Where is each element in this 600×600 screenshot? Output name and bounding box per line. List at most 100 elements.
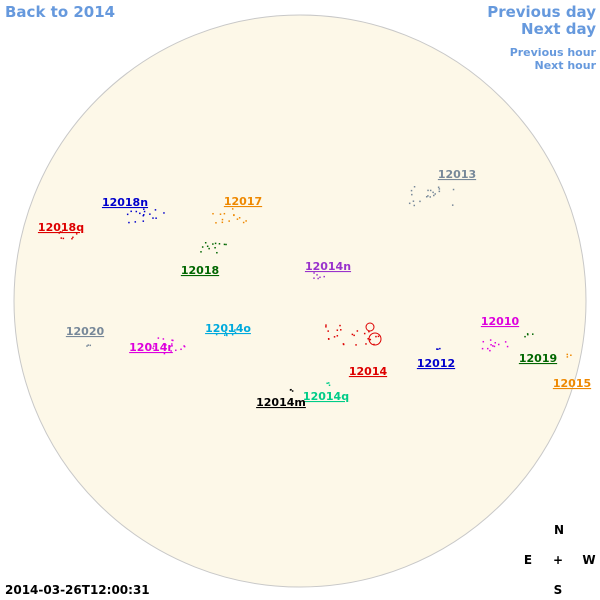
sunspot [339, 324, 341, 327]
region-label: 12019 [519, 352, 557, 365]
sunspot [134, 221, 137, 223]
compass-center: + [553, 553, 563, 567]
sunspot [363, 332, 366, 335]
sunspot [139, 212, 141, 215]
sunspot [369, 338, 372, 341]
sunspot [221, 221, 224, 224]
sunspot [170, 350, 172, 352]
previous-hour-link[interactable]: Previous hour [510, 46, 597, 59]
sunspot [206, 245, 209, 248]
sunspot [319, 276, 321, 279]
sunspot [183, 345, 185, 347]
sunspot [163, 212, 165, 214]
sunspot [490, 344, 492, 346]
sunspot [238, 217, 241, 219]
sunspot [142, 220, 145, 222]
sunspot [154, 209, 157, 211]
sunspot [429, 189, 432, 192]
sunspot [526, 333, 529, 335]
sunspot [367, 337, 369, 340]
sunspot [149, 213, 151, 215]
sunspot [152, 347, 154, 350]
sunspot [317, 277, 319, 280]
sunspot [313, 277, 315, 279]
sunspot [436, 348, 438, 350]
sunspot [451, 204, 454, 206]
sunspot [433, 194, 435, 197]
back-link[interactable]: Back to 2014 [5, 3, 115, 21]
region-label: 12014 [349, 365, 388, 378]
sunspot [214, 246, 216, 249]
sunspot [351, 333, 354, 336]
sunspot [219, 213, 222, 215]
sunspot [225, 243, 227, 246]
sunspot [429, 196, 432, 198]
sunspot [60, 237, 63, 239]
region-label: 12017 [224, 195, 262, 208]
sunspot [434, 193, 436, 195]
sunspot [204, 242, 207, 244]
sunspot [234, 329, 236, 331]
sunspot [228, 220, 230, 222]
sunspot [489, 349, 491, 352]
sunspot [212, 212, 214, 215]
sunspot [87, 344, 89, 346]
previous-day-link[interactable]: Previous day [487, 3, 596, 21]
next-day-link[interactable]: Next day [521, 20, 596, 38]
sunspot [482, 340, 485, 343]
region-label: 12014o [205, 322, 251, 335]
sunspot [336, 335, 339, 337]
region-label: 12010 [481, 315, 520, 328]
sunspot [438, 190, 441, 193]
sunspot [336, 329, 339, 331]
sunspot [504, 341, 507, 343]
sunspot [233, 214, 235, 217]
sunspot [226, 334, 228, 337]
sunspot [438, 188, 441, 190]
region-label: 12018n [102, 196, 148, 209]
sunspot [327, 382, 330, 384]
sunspot [180, 348, 182, 351]
sunspot [492, 345, 494, 347]
region-label: 12018 [181, 264, 219, 277]
compass: N E + W S [524, 523, 596, 597]
sunspot [201, 246, 204, 248]
region-label: 12012 [417, 357, 455, 370]
sunspot [494, 342, 497, 344]
sunspot [493, 345, 496, 348]
sunspot [326, 382, 328, 385]
sunspot [221, 218, 224, 221]
sunspot [327, 330, 329, 332]
sunspot [437, 186, 440, 189]
sunspot [333, 336, 336, 338]
region-label: 12015 [553, 377, 591, 390]
sunspot [412, 200, 415, 202]
sunspot [497, 343, 500, 346]
sunspot [437, 348, 439, 350]
sunspot [427, 195, 429, 197]
sunspot [355, 344, 357, 346]
sunspot [223, 212, 226, 215]
sunspot [171, 343, 173, 345]
sunspot [532, 333, 534, 335]
region-label: 12014r [129, 341, 173, 354]
sunspot [216, 251, 218, 254]
region-label: 12014m [256, 396, 306, 409]
sunspot [225, 333, 228, 336]
sunspot [245, 220, 247, 222]
compass-e: E [524, 553, 532, 567]
sunspot [128, 221, 130, 224]
sunspot [212, 243, 214, 245]
sunspot [481, 347, 484, 350]
sunspot [313, 272, 315, 274]
sunspot [162, 338, 165, 340]
next-hour-link[interactable]: Next hour [535, 59, 597, 72]
sunspot [146, 343, 148, 345]
sunspot [224, 331, 227, 334]
sunspot [356, 330, 359, 332]
sunspot [165, 344, 167, 346]
compass-w: W [582, 553, 595, 567]
sunspot [143, 210, 146, 213]
solar-disk [13, 14, 587, 588]
sunspot [566, 353, 569, 356]
